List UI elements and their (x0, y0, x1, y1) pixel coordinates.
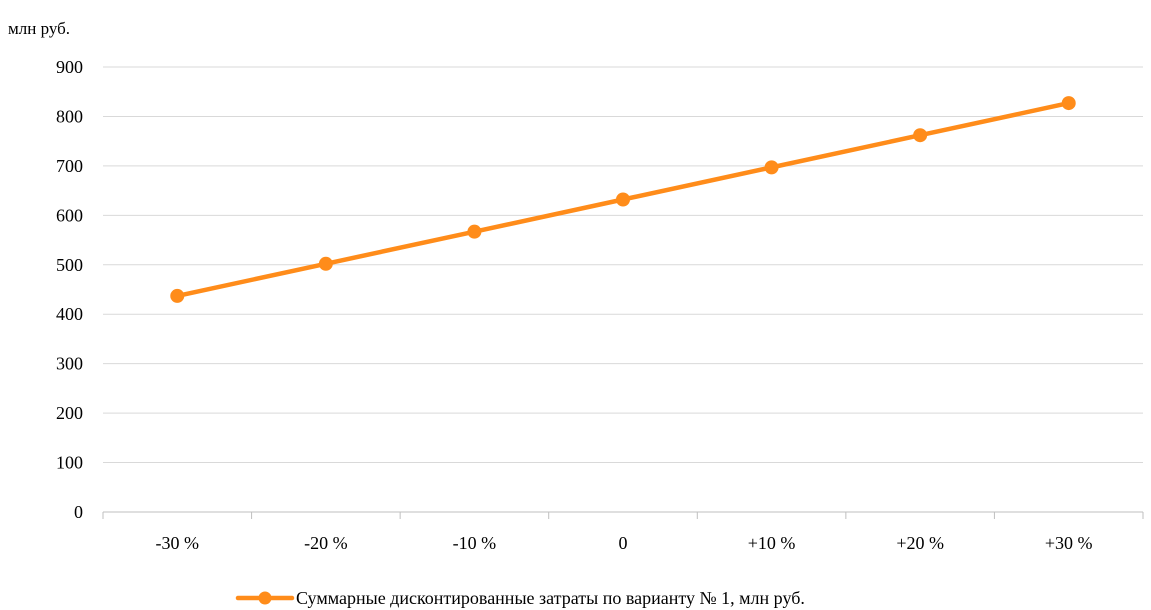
data-point (616, 192, 630, 207)
legend-point-marker (258, 591, 272, 605)
y-tick-label: 500 (56, 255, 83, 275)
x-tick-label: -10 % (453, 533, 497, 553)
series (170, 96, 1076, 303)
y-unit-label: млн руб. (8, 19, 70, 38)
x-tick-label: +20 % (896, 533, 944, 553)
y-tick-labels: 0 100 200 300 400 500 600 700 800 900 (56, 57, 83, 522)
legend-series-label: Суммарные дисконтированные затраты по ва… (296, 588, 805, 608)
axes (102, 511, 1144, 519)
x-tick-label: 0 (619, 533, 628, 553)
legend: Суммарные дисконтированные затраты по ва… (235, 588, 805, 608)
y-tick-label: 300 (56, 354, 83, 374)
y-tick-label: 600 (56, 205, 83, 225)
x-tick-label: +10 % (748, 533, 796, 553)
x-tick-label: +30 % (1045, 533, 1093, 553)
data-point (913, 128, 928, 143)
data-point (170, 288, 185, 303)
data-point (1061, 96, 1076, 111)
data-point (318, 256, 333, 271)
gridlines (103, 66, 1143, 464)
data-point (467, 224, 482, 239)
y-tick-label: 900 (56, 57, 83, 77)
x-tick-labels: -30 % -20 % -10 % 0 +10 % +20 % +30 % (156, 533, 1093, 553)
x-tick-label: -20 % (304, 533, 348, 553)
y-tick-label: 700 (56, 156, 83, 176)
y-tick-label: 0 (74, 502, 83, 522)
y-tick-label: 800 (56, 106, 83, 126)
data-point (764, 160, 779, 175)
y-tick-label: 400 (56, 304, 83, 324)
y-tick-label: 200 (56, 403, 83, 423)
y-tick-label: 100 (56, 453, 83, 473)
x-tick-label: -30 % (156, 533, 200, 553)
